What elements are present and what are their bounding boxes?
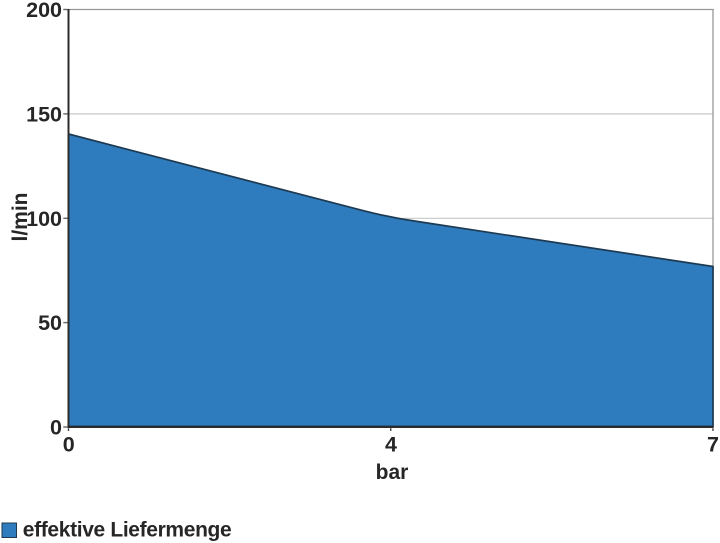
svg-text:200: 200 (26, 0, 62, 22)
svg-text:bar: bar (376, 461, 409, 484)
svg-text:50: 50 (38, 311, 62, 335)
svg-text:4: 4 (385, 432, 397, 456)
svg-text:0: 0 (63, 432, 75, 456)
svg-text:l/min: l/min (9, 192, 32, 241)
svg-text:100: 100 (26, 207, 62, 231)
svg-text:effektive Liefermenge: effektive Liefermenge (23, 519, 232, 542)
svg-text:0: 0 (50, 416, 62, 440)
svg-text:7: 7 (707, 432, 719, 456)
svg-text:150: 150 (26, 102, 62, 126)
